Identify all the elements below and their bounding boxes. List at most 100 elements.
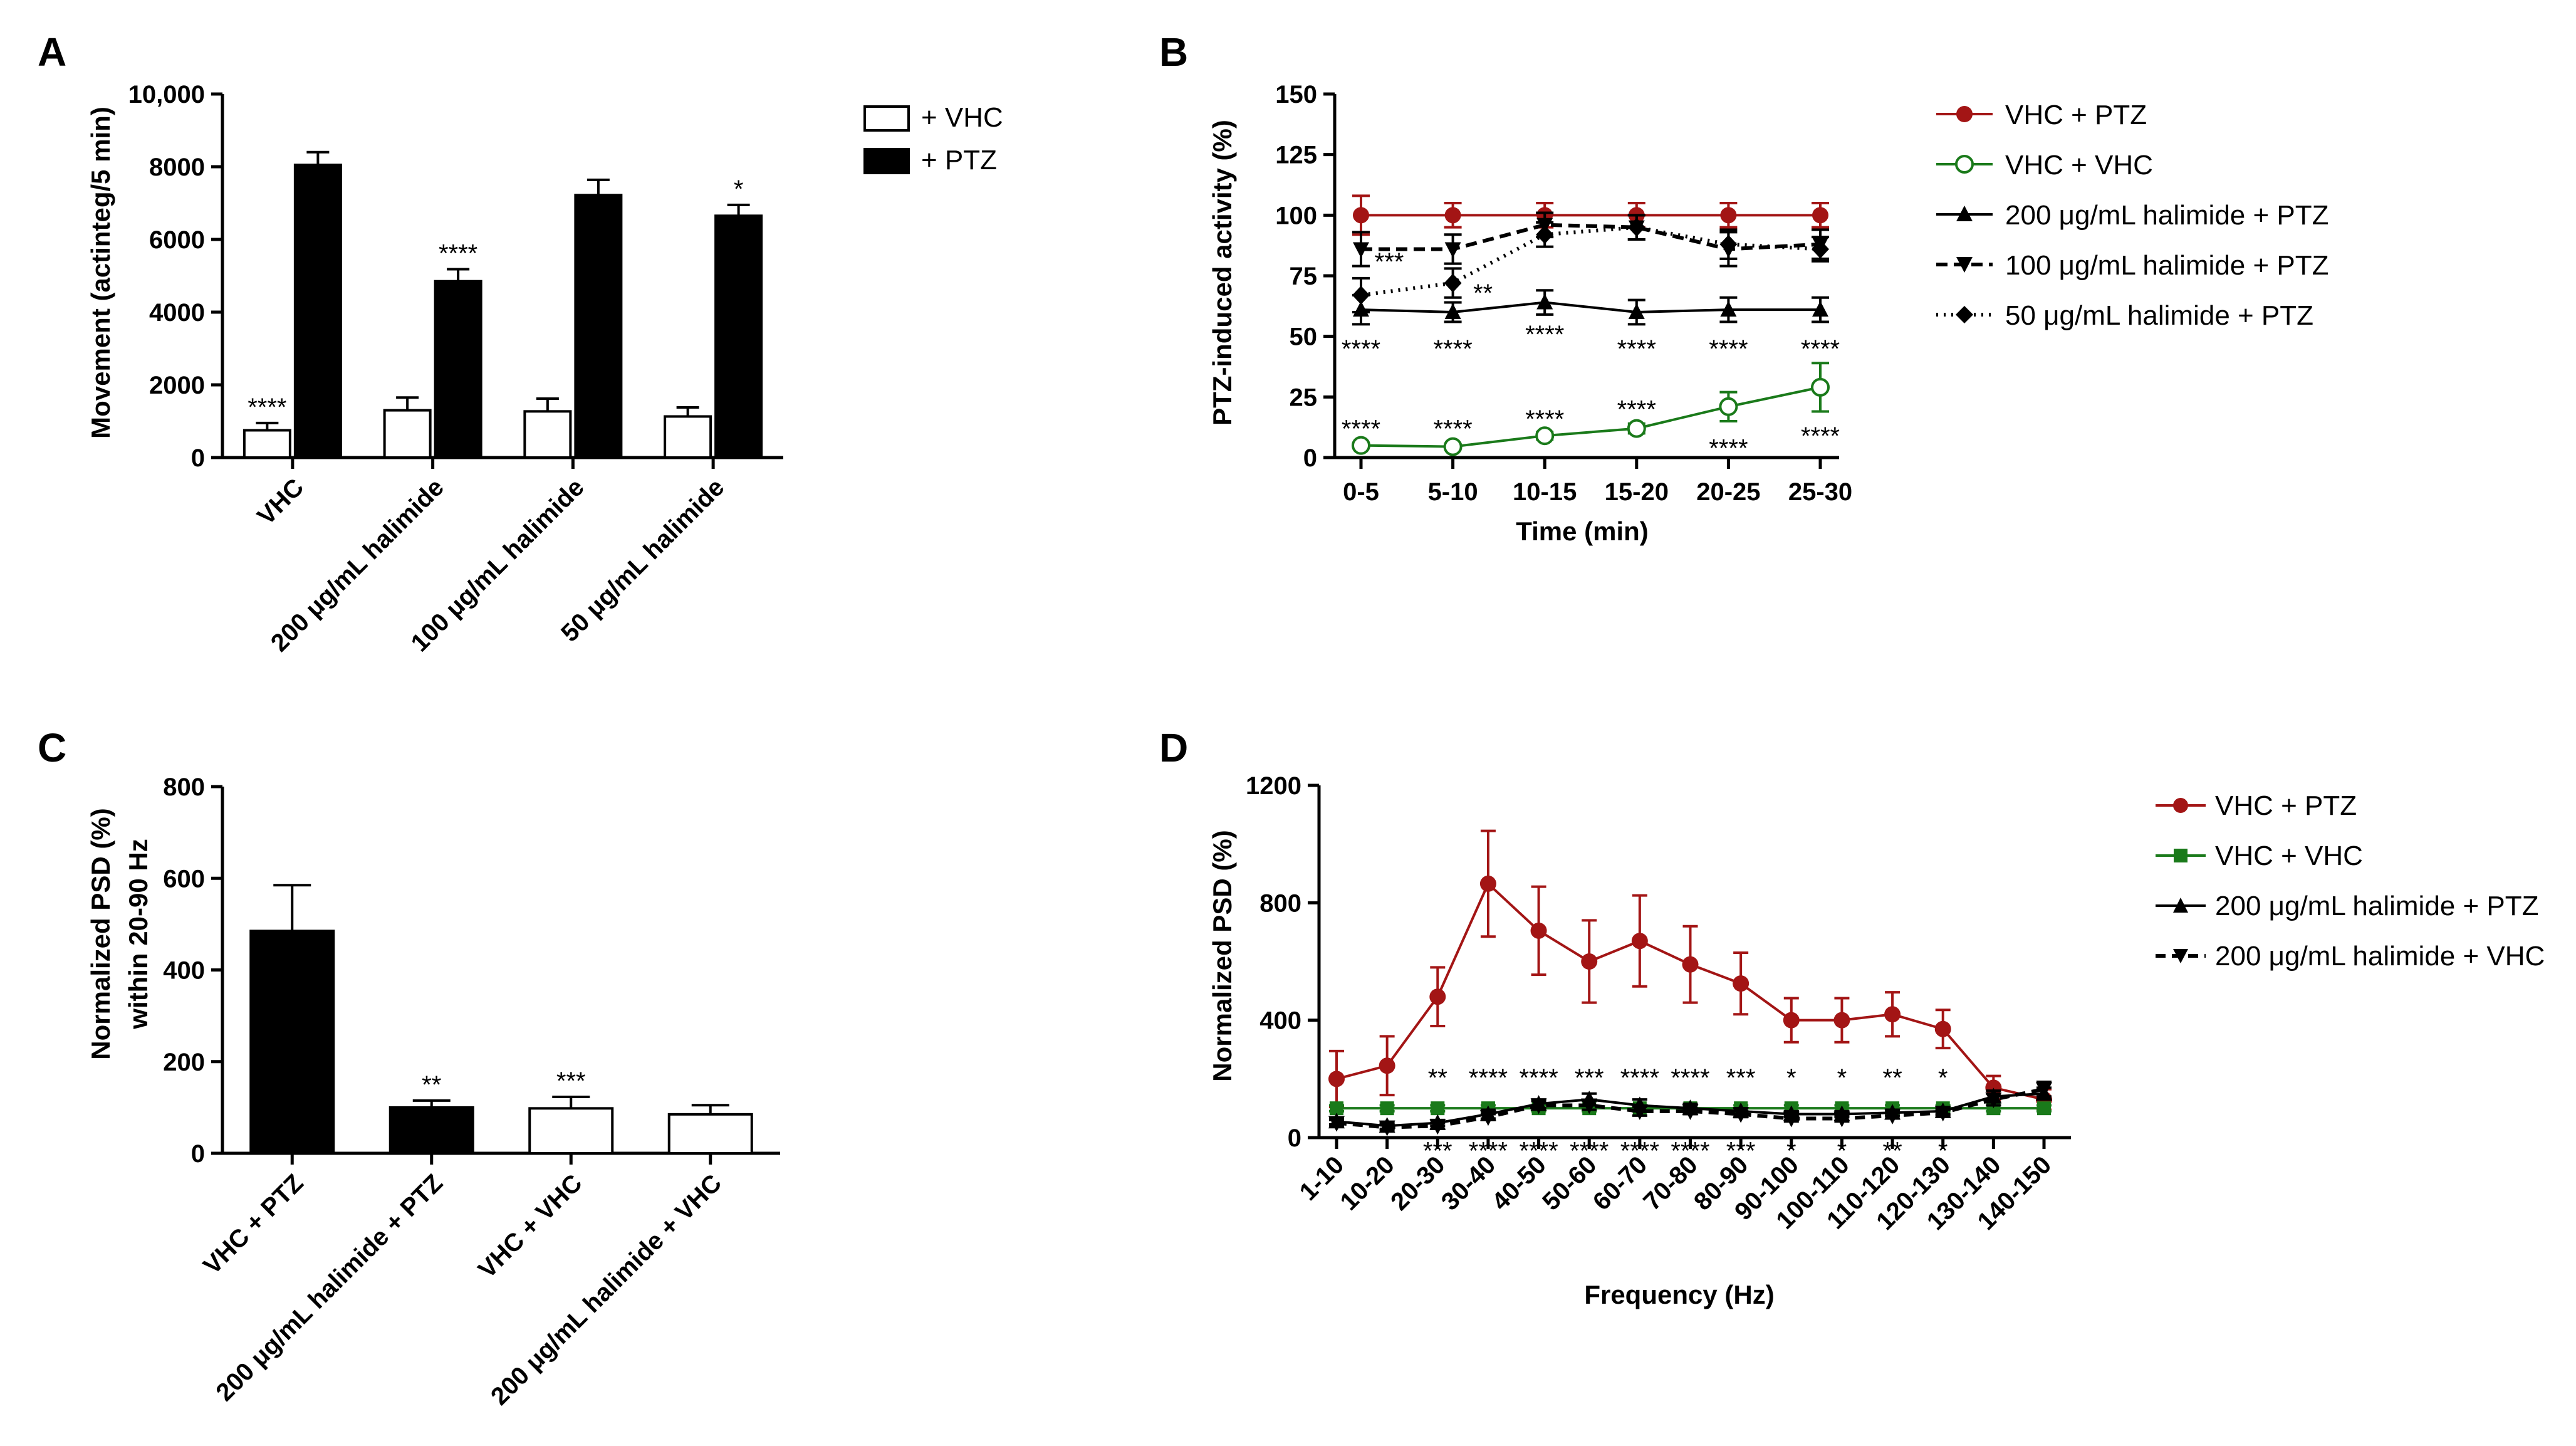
panel-a-bar xyxy=(293,164,342,459)
legend-marker-d-vhc-ptz xyxy=(2173,798,2188,813)
panel-a-x-tick-label: VHC xyxy=(252,473,309,530)
panel-c-y-axis-tick-label: 200 xyxy=(163,1049,205,1076)
legend-marker-100-ptz xyxy=(1956,257,1973,273)
panel-b-x-tick-label: 0-5 xyxy=(1343,478,1379,506)
panel-b-point xyxy=(1812,207,1828,224)
panel-d-significance-above: * xyxy=(1837,1064,1847,1092)
panel-c-bar xyxy=(388,1106,474,1155)
panel-c-label: C xyxy=(38,725,66,770)
legend-marker-d-200-ptz xyxy=(2173,898,2188,913)
legend-label-ptz: + PTZ xyxy=(921,145,997,176)
panel-b-y-axis-tick-label: 0 xyxy=(1303,444,1317,472)
legend-label-d-200-ptz: 200 μg/mL halimide + PTZ xyxy=(2215,891,2539,921)
panel-d-plot: 040080012001-1010-2020-3030-4040-5050-60… xyxy=(1246,772,2071,1235)
panel-b-point xyxy=(1627,217,1645,237)
panel-d-point xyxy=(1833,1111,1850,1128)
legend-label-d-vhc-vhc: VHC + VHC xyxy=(2215,841,2363,871)
panel-a-significance: * xyxy=(734,176,744,203)
panel-d-significance-below: **** xyxy=(1519,1137,1558,1165)
panel-b-significance: **** xyxy=(1342,335,1380,363)
panel-d-significance-below: *** xyxy=(1726,1137,1756,1165)
panel-a-bar xyxy=(664,415,712,459)
panel-d-significance-above: **** xyxy=(1671,1064,1709,1092)
panel-a-y-axis-tick-label: 8000 xyxy=(149,154,205,181)
legend-marker-200-ptz xyxy=(1956,206,1973,221)
panel-b-series-line xyxy=(1361,223,1821,251)
panel-d-significance-below: **** xyxy=(1469,1137,1508,1165)
panel-b-point xyxy=(1536,225,1554,244)
panel-d-point xyxy=(1379,1057,1395,1074)
panel-b-significance: **** xyxy=(1709,335,1748,363)
panel-b-series-line xyxy=(1360,301,1820,314)
panel-c-bar xyxy=(249,930,335,1155)
panel-d-point xyxy=(1733,1107,1749,1123)
panel-b-y-axis-tick-label: 75 xyxy=(1290,263,1318,290)
panel-d-significance-below: * xyxy=(1938,1137,1948,1165)
panel-b-point xyxy=(1353,242,1369,258)
panel-a-y-axis-tick-label: 4000 xyxy=(149,299,205,327)
panel-d-y-axis-tick-label: 400 xyxy=(1259,1007,1301,1035)
panel-b-significance: **** xyxy=(1801,335,1840,363)
panel-a-legend: + VHC + PTZ xyxy=(863,102,1003,176)
panel-a-bar xyxy=(574,194,623,459)
panel-a-ylabel: Movement (actinteg/5 min) xyxy=(86,107,115,439)
panel-b-significance: **** xyxy=(1801,422,1840,450)
panel-b-significance: **** xyxy=(1433,335,1472,363)
legend-label-100-ptz: 100 μg/mL halimide + PTZ xyxy=(2005,250,2329,281)
panel-b-point xyxy=(1627,419,1646,438)
legend-label-vhc: + VHC xyxy=(921,102,1003,133)
panel-d-series-line xyxy=(1336,1087,2045,1129)
panel-c-y-axis-tick-label: 400 xyxy=(163,957,205,985)
panel-d-point xyxy=(1733,975,1749,992)
panel-b-xlabel: Time (min) xyxy=(1516,516,1649,546)
panel-a-label: A xyxy=(38,29,66,75)
panel-b-significance: **** xyxy=(1342,416,1380,443)
panel-b-significance: **** xyxy=(1525,321,1564,348)
panel-d-significance-above: **** xyxy=(1620,1064,1659,1092)
panel-b-point xyxy=(1719,397,1738,416)
panel-d-point xyxy=(1530,1098,1547,1114)
panel-d-point xyxy=(1631,933,1648,950)
panel-c-y-axis-tick-label: 0 xyxy=(191,1140,205,1168)
panel-a-bar xyxy=(714,214,763,459)
panel-d-point xyxy=(1479,875,1496,892)
panel-d-significance-below: **** xyxy=(1570,1137,1609,1165)
panel-b-x-tick-label: 10-15 xyxy=(1513,478,1577,506)
panel-b-series-line xyxy=(1360,385,1821,448)
panel-b-point xyxy=(1536,293,1553,310)
panel-b-significance: ** xyxy=(1473,280,1493,307)
panel-b-legend: VHC + PTZ VHC + VHC 200 μg/mL halimide +… xyxy=(1936,100,2329,331)
panel-a-significance: **** xyxy=(439,240,477,268)
panel-b-y-axis-tick-label: 150 xyxy=(1275,81,1317,108)
panel-d-significance-above: ** xyxy=(1428,1064,1447,1092)
panel-d-point xyxy=(1581,953,1598,970)
panel-b-x-tick-label: 15-20 xyxy=(1605,478,1669,506)
panel-b-x-tick-label: 20-25 xyxy=(1696,478,1760,506)
panel-b-point xyxy=(1353,207,1369,224)
panel-d-y-axis-tick-label: 0 xyxy=(1288,1124,1301,1152)
panel-b-significance: *** xyxy=(1375,248,1404,276)
legend-label-vhc-vhc: VHC + VHC xyxy=(2005,150,2153,181)
panel-b-significance: **** xyxy=(1525,406,1564,433)
panel-d-point xyxy=(1530,922,1547,939)
panel-d-point xyxy=(1429,1119,1446,1135)
panel-d-significance-above: * xyxy=(1786,1064,1796,1092)
panel-b-series-line xyxy=(1360,225,1821,297)
panel-d-significance-below: **** xyxy=(1620,1137,1659,1165)
panel-b-point xyxy=(1443,437,1463,456)
legend-swatch-vhc xyxy=(863,105,910,132)
panel-b-y-axis-tick-label: 100 xyxy=(1275,202,1317,229)
panel-d-x-tick-label: 10-20 xyxy=(1335,1151,1400,1215)
legend-marker-50-ptz xyxy=(1956,306,1973,323)
panel-d-significance-above: *** xyxy=(1726,1064,1756,1092)
panel-b-point xyxy=(1444,303,1461,319)
panel-a-y-axis-tick-label: 2000 xyxy=(149,372,205,399)
panel-b-significance: **** xyxy=(1709,435,1748,463)
panel-d-significance-above: *** xyxy=(1575,1064,1604,1092)
legend-label-200-ptz: 200 μg/mL halimide + PTZ xyxy=(2005,200,2329,231)
panel-c-x-tick-label: VHC + PTZ xyxy=(198,1169,308,1279)
panel-b-point xyxy=(1352,436,1370,455)
panel-a-bar xyxy=(523,410,572,459)
